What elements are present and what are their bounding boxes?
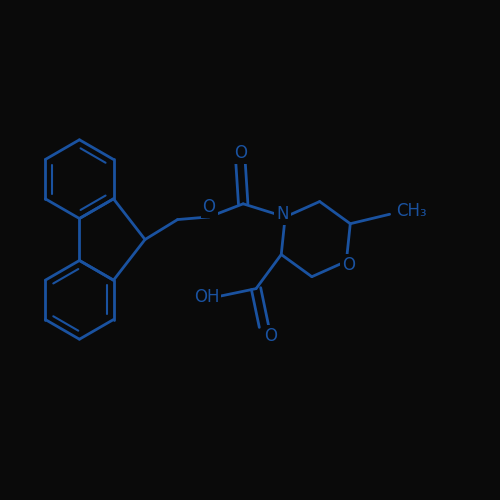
Text: O: O <box>264 327 276 345</box>
Text: OH: OH <box>194 288 220 306</box>
Text: O: O <box>342 256 355 274</box>
Text: O: O <box>202 198 215 216</box>
Text: O: O <box>234 144 247 162</box>
Text: N: N <box>276 206 289 224</box>
Text: CH₃: CH₃ <box>396 202 427 220</box>
